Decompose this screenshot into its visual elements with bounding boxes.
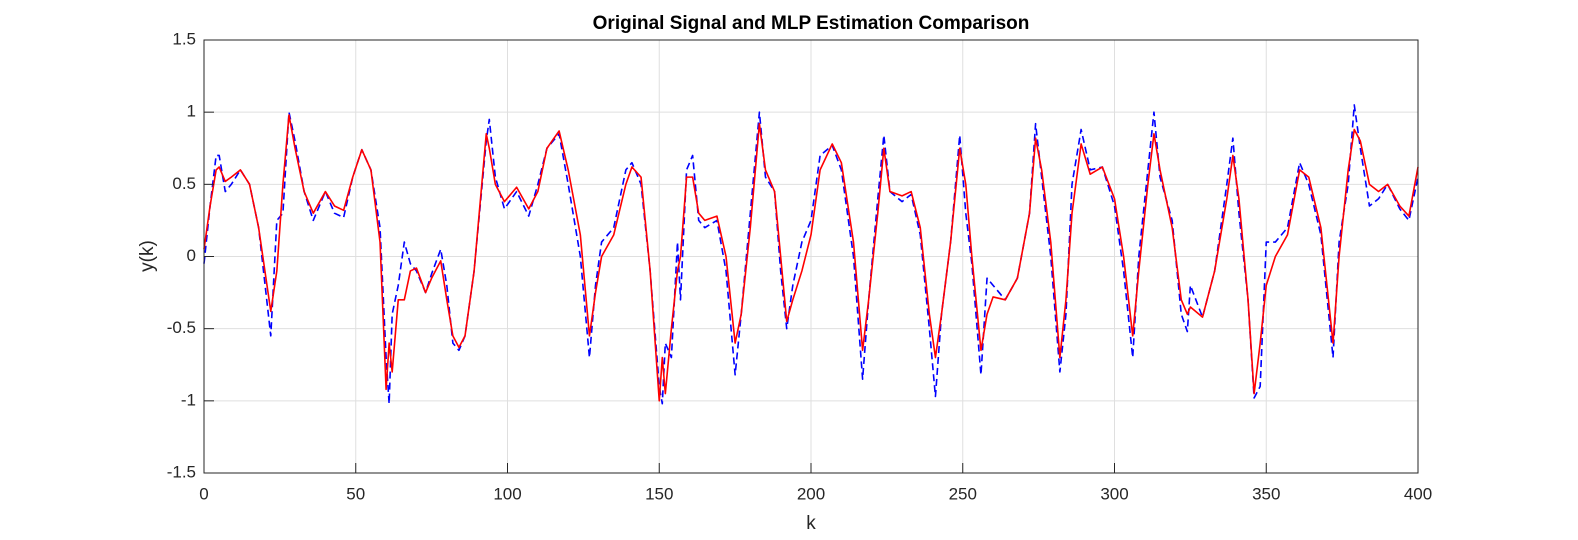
y-tick-label: 1.5 [172, 29, 196, 48]
x-tick-label: 50 [346, 484, 365, 503]
x-tick-label: 250 [949, 484, 977, 503]
x-tick-label: 200 [797, 484, 825, 503]
y-tick-label: 0.5 [172, 174, 196, 193]
data-line [203, 104, 1419, 405]
x-tick-label: 400 [1404, 484, 1432, 503]
x-tick-label: 0 [199, 484, 208, 503]
y-tick-label: -1 [181, 390, 196, 409]
data-line [203, 114, 1419, 402]
y-tick-label: 1 [187, 102, 196, 121]
y-axis-label: y(k) [137, 240, 158, 272]
y-tick-label: -1.5 [167, 462, 196, 481]
chart-title: Original Signal and MLP Estimation Compa… [593, 13, 1030, 34]
x-axis-label: k [806, 513, 816, 534]
x-tick-label: 350 [1252, 484, 1280, 503]
x-tick-label: 100 [493, 484, 521, 503]
y-tick-label: 0 [187, 246, 196, 265]
y-tick-label: -0.5 [167, 318, 196, 337]
x-tick-label: 300 [1100, 484, 1128, 503]
x-tick-label: 150 [645, 484, 673, 503]
